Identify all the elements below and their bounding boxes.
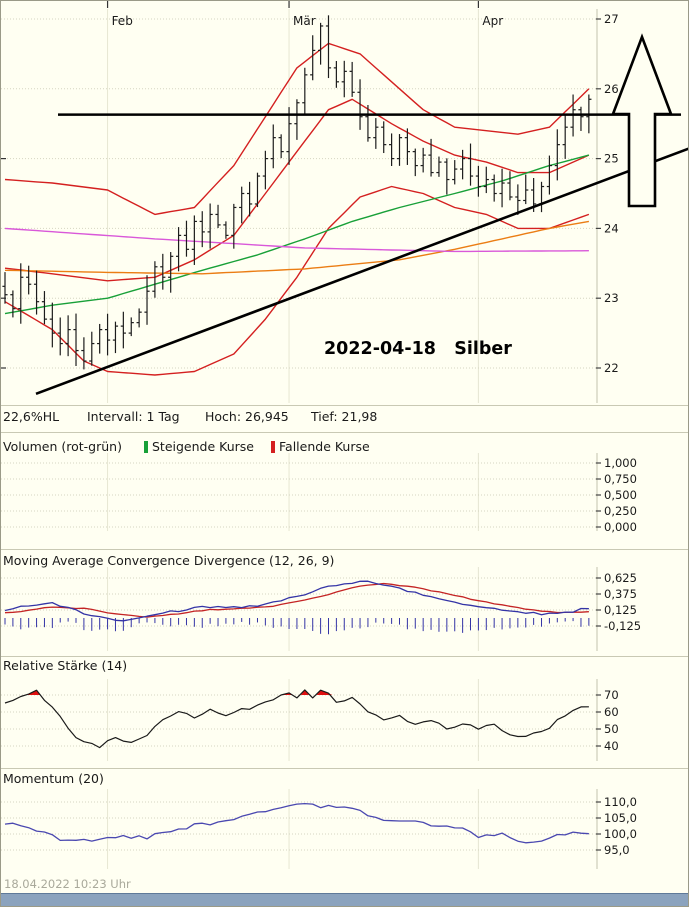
interval-label: Intervall: 1 Tag (87, 409, 180, 424)
svg-text:0,000: 0,000 (604, 520, 637, 534)
momentum-panel: 110,0 105,0 100,0 95,0 (1, 789, 637, 869)
horizontal-scrollbar[interactable] (1, 893, 688, 906)
volume-panel: 1,000 0,750 0,500 0,250 0,000 (1, 453, 637, 534)
svg-text:23: 23 (604, 291, 619, 305)
legend-rising-label: Steigende Kurse (152, 439, 254, 454)
macd-header: Moving Average Convergence Divergence (1… (3, 553, 335, 568)
svg-text:25: 25 (604, 152, 619, 166)
svg-text:105,0: 105,0 (604, 811, 637, 825)
low-label: Tief: 21,98 (311, 409, 378, 424)
svg-text:22: 22 (604, 361, 619, 375)
svg-text:0,125: 0,125 (604, 603, 637, 617)
main-chart: 27 26 25 24 23 22 Feb Mär Apr (1, 1, 688, 403)
svg-text:40: 40 (604, 739, 619, 753)
svg-text:Mär: Mär (293, 14, 316, 28)
svg-text:100,0: 100,0 (604, 827, 637, 841)
rsi-header: Relative Stärke (14) (3, 658, 128, 673)
svg-text:0,375: 0,375 (604, 587, 637, 601)
svg-text:95,0: 95,0 (604, 843, 630, 857)
falling-prices-color-icon (271, 441, 275, 453)
svg-text:26: 26 (604, 82, 619, 96)
svg-text:110,0: 110,0 (604, 795, 637, 809)
svg-text:Apr: Apr (482, 14, 503, 28)
svg-text:Feb: Feb (112, 14, 133, 28)
high-label: Hoch: 26,945 (205, 409, 289, 424)
svg-text:60: 60 (604, 705, 619, 719)
svg-text:0,625: 0,625 (604, 571, 637, 585)
svg-text:1,000: 1,000 (604, 456, 637, 470)
legend-falling-label: Fallende Kurse (279, 439, 370, 454)
retracement-label: 22,6%HL (3, 409, 60, 424)
svg-text:0,250: 0,250 (604, 504, 637, 518)
svg-text:70: 70 (604, 688, 619, 702)
chart-title: 2022-04-18 Silber (324, 339, 512, 359)
svg-text:27: 27 (604, 12, 619, 26)
timestamp-label: 18.04.2022 10:23 Uhr (4, 877, 131, 891)
svg-text:50: 50 (604, 722, 619, 736)
rising-prices-color-icon (144, 441, 148, 453)
volume-header: Volumen (rot-grün) (3, 439, 122, 454)
rsi-panel: 70 60 50 40 (1, 679, 619, 761)
svg-text:-0,125: -0,125 (604, 619, 641, 633)
momentum-header: Momentum (20) (3, 771, 104, 786)
macd-panel: 0,625 0,375 0,125 -0,125 (1, 567, 641, 651)
svg-text:0,750: 0,750 (604, 472, 637, 486)
panel-separators (1, 405, 688, 769)
svg-text:24: 24 (604, 221, 619, 235)
svg-text:0,500: 0,500 (604, 488, 637, 502)
